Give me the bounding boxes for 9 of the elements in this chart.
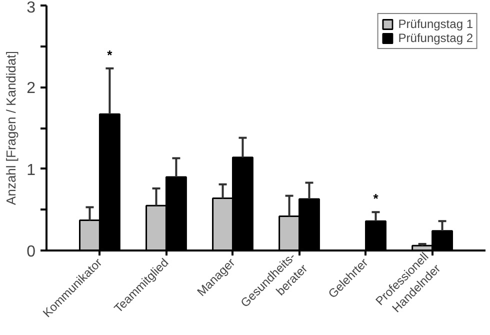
annotation: * <box>107 47 114 62</box>
annotation: * <box>373 191 380 206</box>
y-tick-label: 1 <box>26 162 36 179</box>
legend-label: Prüfungstag 1 <box>398 17 473 31</box>
y-axis-title: Anzahl [Fragen / Kandidat] <box>4 51 19 205</box>
legend-label: Prüfungstag 2 <box>398 31 473 45</box>
y-tick-label: 0 <box>26 244 36 260</box>
y-tick-label: 3 <box>26 0 36 16</box>
y-tick-label: 2 <box>26 80 36 98</box>
